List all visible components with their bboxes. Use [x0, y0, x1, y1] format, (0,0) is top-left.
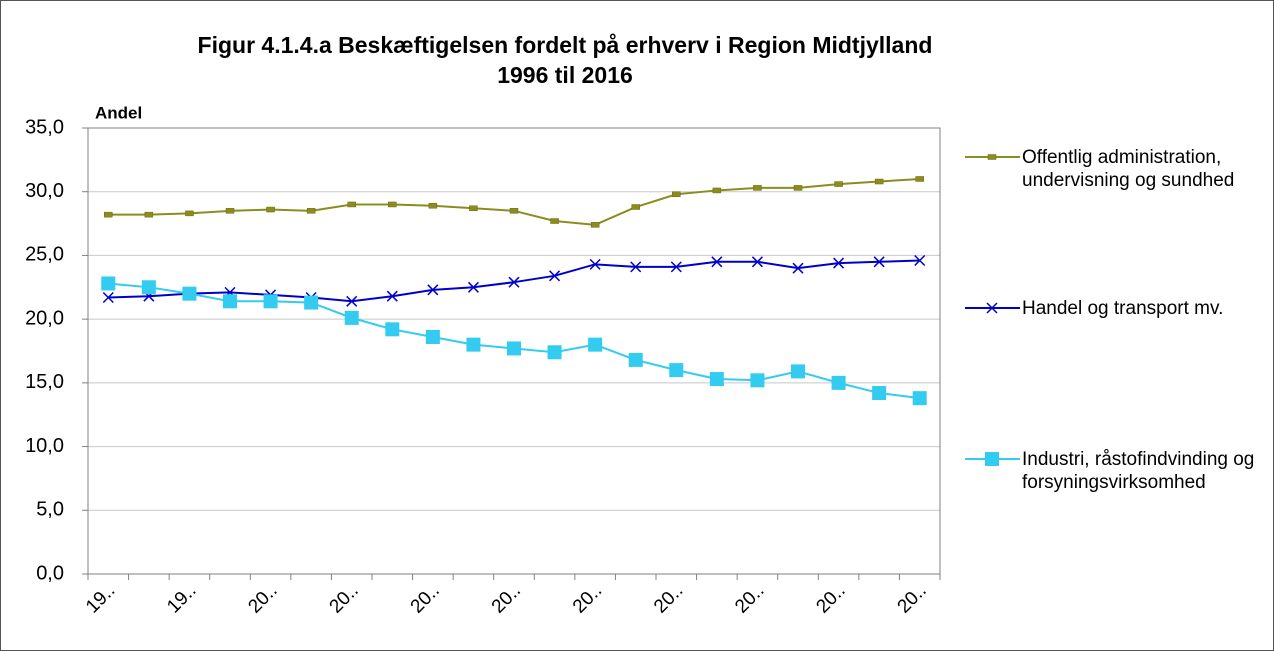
marker	[425, 329, 440, 344]
marker	[266, 206, 275, 213]
marker	[589, 258, 601, 270]
y-tick-label: 5,0	[36, 499, 64, 521]
y-tick-label: 10,0	[25, 435, 64, 457]
marker	[427, 284, 439, 296]
marker	[263, 294, 278, 309]
marker	[986, 302, 998, 314]
marker	[792, 262, 804, 274]
marker	[590, 222, 600, 228]
marker	[987, 154, 997, 160]
marker	[388, 201, 397, 208]
marker	[872, 386, 887, 401]
marker	[670, 261, 682, 273]
marker	[185, 210, 194, 217]
marker	[547, 345, 562, 360]
y-axis-label: Andel	[95, 103, 142, 122]
marker	[182, 286, 197, 301]
marker	[834, 181, 843, 187]
marker	[304, 295, 319, 310]
y-tick-label: 15,0	[25, 371, 64, 393]
marker	[306, 208, 316, 214]
marker	[588, 337, 603, 352]
marker	[753, 185, 762, 191]
marker	[466, 337, 481, 352]
marker	[985, 452, 999, 466]
plot-border	[87, 127, 941, 575]
y-tick-label: 0,0	[36, 562, 64, 584]
marker	[344, 310, 359, 325]
marker	[346, 295, 358, 307]
marker	[223, 294, 237, 309]
marker	[385, 322, 400, 337]
marker	[831, 375, 846, 390]
marker	[469, 205, 478, 212]
marker	[873, 256, 885, 268]
y-tick-label: 35,0	[25, 116, 64, 138]
marker	[912, 391, 927, 406]
marker	[508, 276, 520, 288]
marker	[467, 281, 479, 293]
marker	[630, 261, 642, 273]
marker	[141, 280, 156, 295]
marker	[628, 352, 643, 367]
marker	[669, 363, 684, 378]
marker	[833, 257, 845, 269]
chart-subtitle: 1996 til 2016	[497, 62, 633, 88]
marker	[712, 187, 722, 194]
chart-title: Figur 4.1.4.a Beskæftigelsen fordelt på …	[198, 32, 933, 58]
y-tick-label: 20,0	[25, 307, 64, 329]
marker	[793, 185, 803, 191]
y-tick-label: 30,0	[25, 180, 64, 202]
marker	[750, 373, 765, 388]
marker	[101, 276, 116, 291]
marker	[549, 270, 561, 282]
marker	[428, 202, 438, 209]
y-tick-label: 25,0	[25, 244, 64, 266]
marker	[104, 211, 113, 218]
marker	[386, 290, 398, 302]
marker	[751, 256, 763, 268]
marker	[631, 204, 640, 210]
marker	[711, 256, 723, 268]
marker	[347, 201, 356, 208]
legend-label: Offentlig administration, undervisning o…	[1022, 147, 1235, 191]
marker	[509, 208, 519, 214]
marker	[709, 372, 724, 387]
marker	[550, 218, 559, 224]
marker	[507, 341, 521, 356]
marker	[144, 211, 154, 218]
marker	[915, 176, 924, 182]
marker	[874, 178, 884, 185]
legend-label: Industri, råstofindvinding og forsynings…	[1022, 449, 1255, 493]
marker	[914, 254, 926, 267]
marker	[791, 364, 805, 379]
marker	[102, 291, 114, 304]
legend-label: Handel og transport mv.	[1022, 298, 1224, 319]
marker	[672, 191, 681, 198]
marker	[225, 208, 235, 214]
